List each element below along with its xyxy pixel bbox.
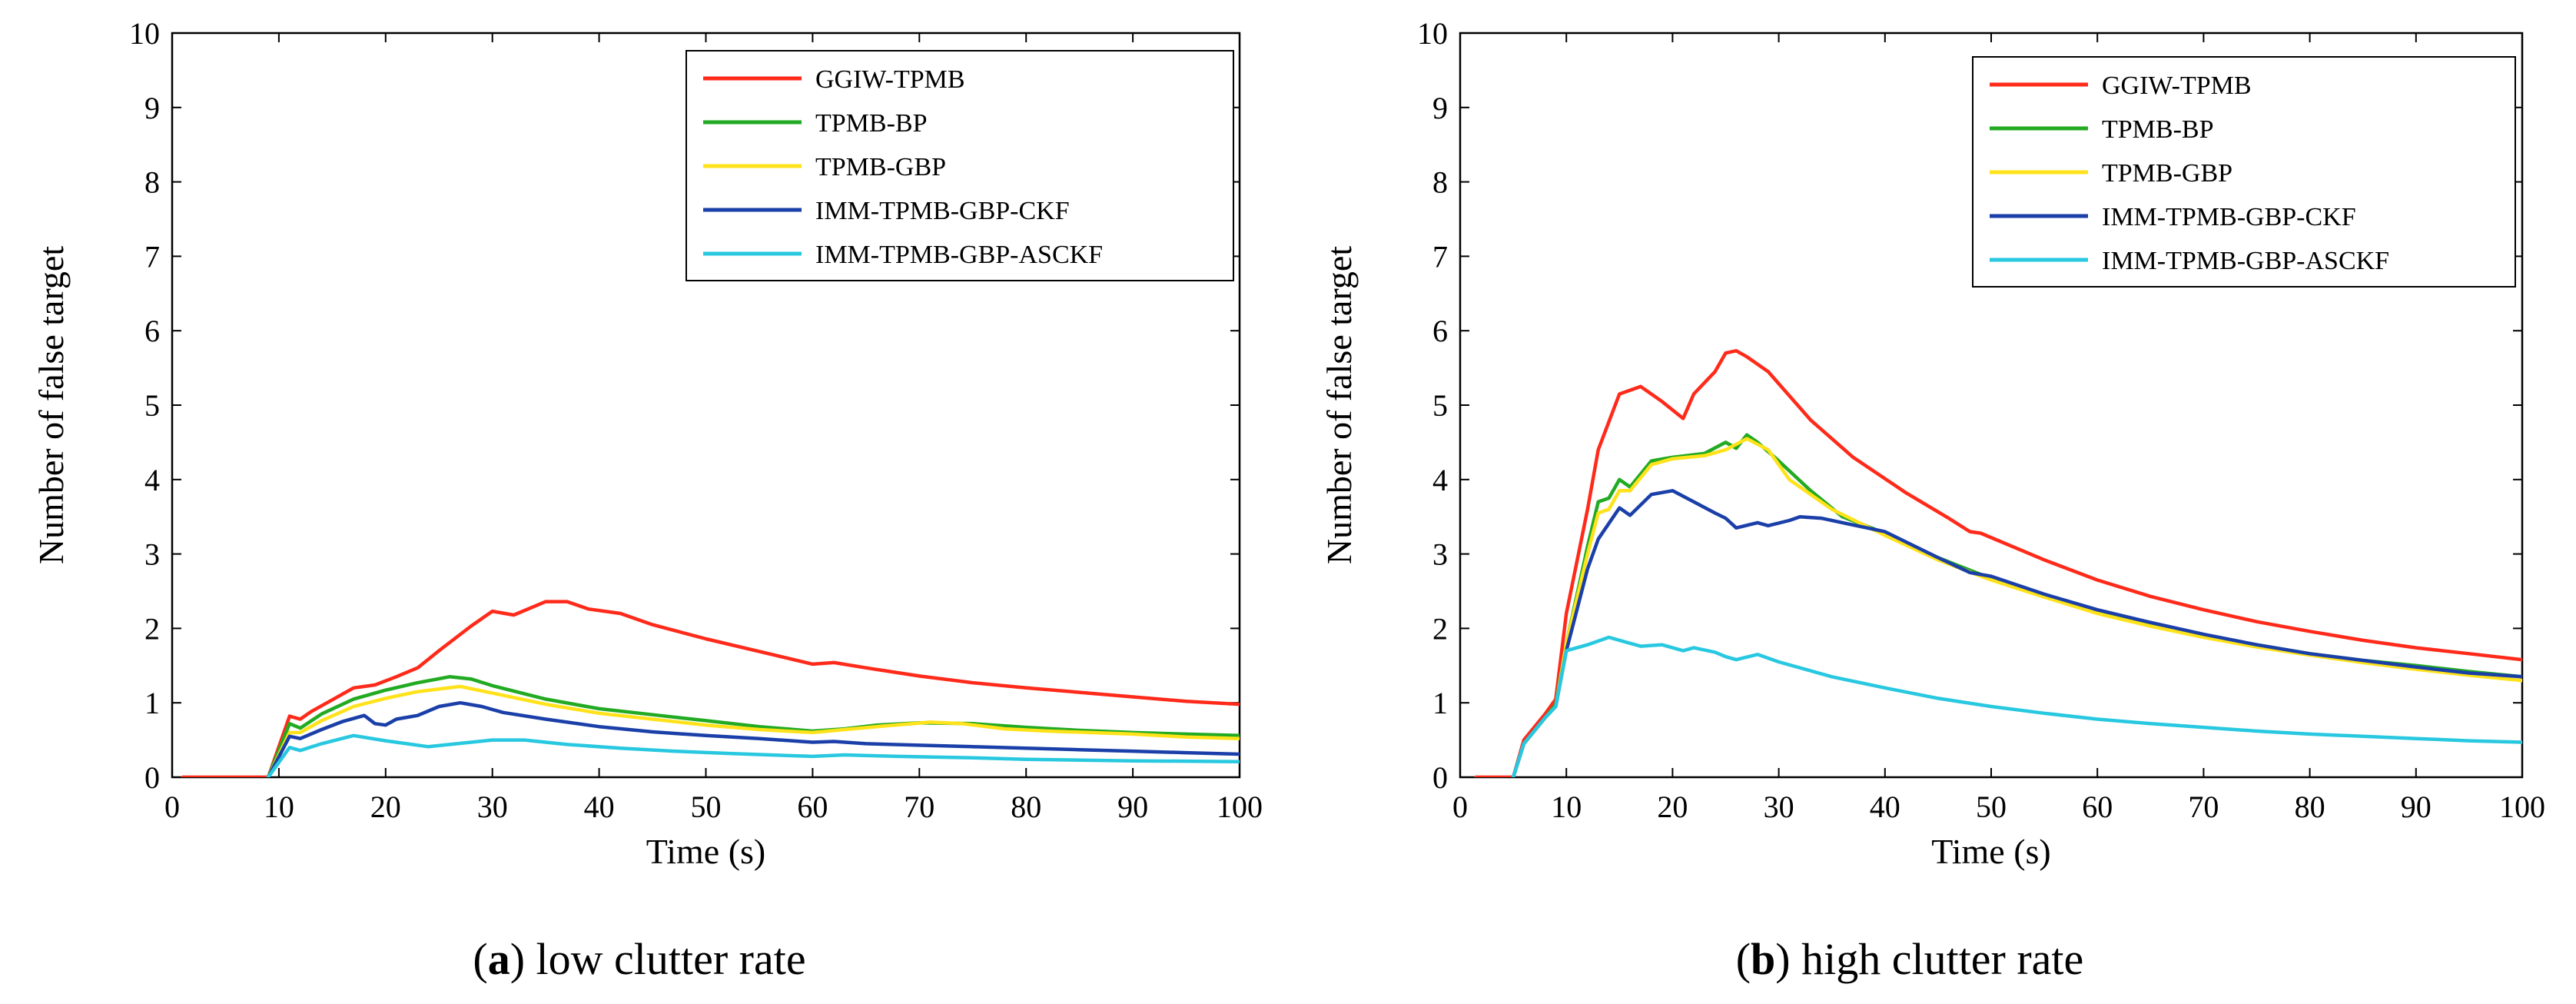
y-tick-label: 8 <box>144 165 160 200</box>
x-axis-label: Time (s) <box>1931 832 2051 871</box>
x-tick-label: 20 <box>370 790 401 824</box>
x-tick-label: 60 <box>2082 790 2113 824</box>
y-axis-label: Number of false target <box>1320 246 1359 564</box>
legend-label: TPMB-BP <box>2102 115 2214 144</box>
y-tick-label: 10 <box>129 16 160 51</box>
chart-panel-a: 0 10 20 30 40 50 60 70 80 90 100 0 1 2 3 4 5 6 7 8 9 10 Time (… <box>32 16 1263 871</box>
legend-label: GGIW-TPMB <box>815 65 965 94</box>
y-tick-label: 8 <box>1432 165 1448 200</box>
legend-label: IMM-TPMB-GBP-ASCKF <box>815 241 1103 269</box>
series-line-ggiw-tpmb <box>181 600 1240 777</box>
series-line-tpmb-bp <box>1511 433 2522 777</box>
caption-a-text: ) low clutter rate <box>510 934 806 984</box>
y-tick-label: 3 <box>144 537 160 572</box>
x-tick-label: 30 <box>1764 790 1794 824</box>
x-tick-label: 80 <box>1011 790 1041 824</box>
y-tick-label: 0 <box>1432 760 1448 795</box>
x-tick-label: 100 <box>1217 790 1263 824</box>
x-tick-label: 0 <box>164 790 180 824</box>
caption-b-letter: b <box>1751 934 1775 984</box>
legend-label: GGIW-TPMB <box>2102 71 2252 100</box>
x-tick-label: 30 <box>477 790 508 824</box>
x-tick-label: 10 <box>264 790 294 824</box>
caption-b: (b) high clutter rate <box>1736 934 2084 984</box>
series-line-tpmb-gbp <box>1511 437 2522 777</box>
chart-panel-b: 0 10 20 30 40 50 60 70 80 90 100 0 1 2 3 4 5 6 7 8 9 10 Time (… <box>1320 16 2545 871</box>
y-tick-label: 0 <box>144 760 160 795</box>
y-tick-label: 6 <box>144 314 160 348</box>
y-tick-label: 6 <box>1432 314 1448 348</box>
x-tick-label: 100 <box>2499 790 2545 824</box>
y-tick-label: 10 <box>1417 16 1448 51</box>
y-tick-label: 3 <box>1432 537 1448 572</box>
x-tick-label: 90 <box>1117 790 1148 824</box>
legend: GGIW-TPMB TPMB-BP TPMB-GBP IMM-TPMB-GBP-CKF… <box>685 50 1234 281</box>
legend-label: IMM-TPMB-GBP-CKF <box>815 197 1070 225</box>
y-axis-label: Number of false target <box>32 246 71 564</box>
y-tick-label: 7 <box>1432 239 1448 274</box>
series-line-tpmb-gbp <box>266 684 1240 777</box>
series-line-imm-tpmb-gbp-ckf <box>1511 489 2522 777</box>
x-axis-label: Time (s) <box>646 832 766 871</box>
legend: GGIW-TPMB TPMB-BP TPMB-GBP IMM-TPMB-GBP-CKF… <box>1972 56 2516 288</box>
caption-b-open: ( <box>1736 934 1751 984</box>
y-tick-label: 9 <box>1432 91 1448 125</box>
legend-label: IMM-TPMB-GBP-ASCKF <box>2102 247 2389 275</box>
x-tick-label: 50 <box>691 790 722 824</box>
legend-label: TPMB-GBP <box>815 153 946 181</box>
y-tick-label: 1 <box>144 686 160 720</box>
x-tick-label: 20 <box>1657 790 1688 824</box>
y-tick-label: 5 <box>1432 388 1448 423</box>
x-tick-label: 10 <box>1551 790 1582 824</box>
y-tick-label: 2 <box>1432 611 1448 646</box>
series-line-imm-tpmb-gbp-asckf <box>266 733 1240 777</box>
series-line-ggiw-tpmb <box>1474 349 2522 777</box>
x-tick-label: 50 <box>1976 790 2007 824</box>
x-tick-label: 70 <box>904 790 934 824</box>
x-tick-label: 90 <box>2401 790 2432 824</box>
legend-label: TPMB-GBP <box>2102 159 2232 188</box>
x-tick-label: 40 <box>1870 790 1900 824</box>
legend-label: IMM-TPMB-GBP-CKF <box>2102 203 2356 231</box>
series-line-imm-tpmb-gbp-ckf <box>266 700 1240 777</box>
x-tick-label: 60 <box>797 790 828 824</box>
series-line-tpmb-bp <box>266 675 1240 777</box>
y-tick-label: 9 <box>144 91 160 125</box>
caption-b-text: ) high clutter rate <box>1775 934 2083 984</box>
caption-a-open: ( <box>473 934 487 984</box>
y-tick-label: 4 <box>1432 463 1448 497</box>
caption-a: (a) low clutter rate <box>473 934 805 984</box>
caption-a-letter: a <box>488 934 510 984</box>
x-tick-label: 0 <box>1452 790 1468 824</box>
y-tick-label: 1 <box>1432 686 1448 720</box>
y-tick-label: 2 <box>144 611 160 646</box>
y-tick-label: 5 <box>144 388 160 423</box>
legend-label: TPMB-BP <box>815 109 928 138</box>
series-line-imm-tpmb-gbp-asckf <box>1511 635 2522 777</box>
x-tick-label: 40 <box>584 790 615 824</box>
y-tick-label: 4 <box>144 463 160 497</box>
series-group <box>1474 349 2522 777</box>
y-tick-label: 7 <box>144 239 160 274</box>
series-group <box>181 600 1240 777</box>
x-tick-label: 70 <box>2188 790 2219 824</box>
x-tick-label: 80 <box>2295 790 2325 824</box>
